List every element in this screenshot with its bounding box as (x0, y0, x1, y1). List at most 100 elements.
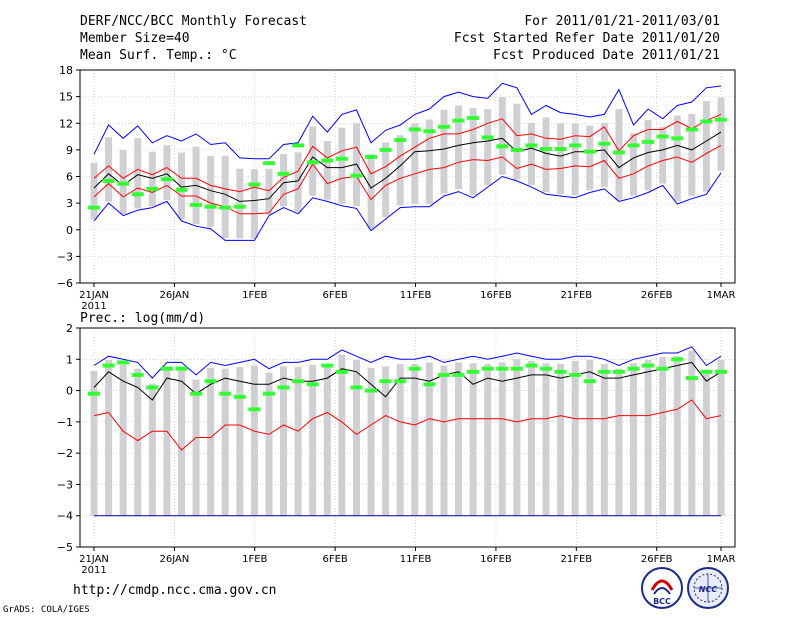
ensemble-box (717, 97, 725, 171)
observed-mark (350, 173, 363, 178)
observed-mark (685, 376, 698, 381)
ensemble-box (177, 367, 185, 516)
y-tick-label: 2 (66, 322, 73, 335)
ensemble-box (673, 356, 681, 516)
observed-mark (160, 366, 173, 371)
ensemble-box (615, 368, 623, 516)
observed-mark (540, 146, 553, 151)
y-tick-label: 18 (59, 64, 73, 77)
ensemble-box (630, 363, 638, 516)
chart-title: DERF/NCC/BCC Monthly Forecast (80, 14, 307, 29)
source-url[interactable]: http://cmdp.ncc.cma.gov.cn (73, 583, 277, 598)
observed-mark (671, 136, 684, 141)
forecast-started: Fcst Started Refer Date 2011/01/20 (453, 31, 720, 46)
ensemble-box (105, 360, 113, 516)
ensemble-box (396, 363, 404, 516)
ensemble-box (542, 363, 550, 516)
ensemble-box (382, 366, 390, 516)
y-tick-label: 0 (66, 224, 73, 237)
observed-mark (102, 363, 115, 368)
observed-mark (598, 141, 611, 146)
y-tick-label: −3 (57, 250, 73, 263)
ensemble-box (367, 367, 375, 516)
ensemble-box (338, 354, 346, 516)
observed-mark (642, 139, 655, 144)
forecast-period: For 2011/01/21-2011/03/01 (524, 14, 720, 29)
ensemble-box (250, 365, 258, 516)
x-tick-label: 11FEB (400, 554, 432, 565)
x-tick-label: 26JAN (159, 290, 189, 301)
observed-mark (437, 372, 450, 377)
y-tick-label: 3 (66, 197, 73, 210)
observed-mark (277, 171, 290, 176)
ensemble-box (717, 360, 725, 516)
observed-mark (219, 391, 232, 396)
observed-mark (452, 372, 465, 377)
observed-mark (335, 369, 348, 374)
ensemble-box (425, 362, 433, 516)
observed-mark (452, 118, 465, 123)
max-line (93, 346, 722, 379)
spread_lower-line (93, 144, 722, 215)
x-tick-label: 1FEB (242, 290, 267, 301)
ensemble-box (207, 156, 215, 227)
ensemble-box (119, 364, 127, 516)
ensemble-box (702, 101, 710, 192)
y-tick-label: 1 (66, 353, 73, 366)
observed-mark (248, 182, 261, 187)
ensemble-box (177, 152, 185, 220)
ensemble-box (148, 383, 156, 516)
ensemble-box (542, 117, 550, 193)
y-tick-label: −4 (57, 510, 73, 523)
observed-mark (481, 135, 494, 140)
x-tick-label: 26JAN (159, 554, 189, 565)
ensemble-box (309, 364, 317, 516)
ensemble-box (571, 123, 579, 196)
ensemble-box (513, 103, 521, 180)
y-tick-label: −3 (57, 478, 73, 491)
ensemble-box (527, 360, 535, 516)
x-tick-label: 26FEB (641, 290, 673, 301)
ensemble-box (469, 363, 477, 516)
y-tick-label: 0 (66, 385, 73, 398)
observed-mark (554, 146, 567, 151)
member-size: Member Size=40 (80, 31, 190, 46)
observed-mark (379, 147, 392, 152)
observed-mark (510, 366, 523, 371)
observed-mark (569, 143, 582, 148)
ensemble-box (396, 135, 404, 206)
observed-mark (423, 382, 436, 387)
ensemble-box (455, 105, 463, 190)
observed-mark (160, 177, 173, 182)
y-tick-label: −6 (57, 277, 73, 290)
observed-mark (146, 385, 159, 390)
observed-mark (321, 363, 334, 368)
ensemble-box (148, 151, 156, 207)
ensemble-box (425, 119, 433, 204)
observed-mark (131, 192, 144, 197)
ensemble-box (440, 365, 448, 516)
observed-mark (627, 366, 640, 371)
y-tick-label: 6 (66, 171, 73, 184)
x-tick-label: 6FEB (323, 290, 348, 301)
observed-mark (190, 391, 203, 396)
grads-credit: GrADS: COLA/IGES (3, 605, 90, 615)
spread_upper-line (93, 113, 722, 193)
ensemble-box (367, 154, 375, 229)
observed-mark (131, 372, 144, 377)
observed-mark (700, 369, 713, 374)
forecast-produced: Fcst Produced Date 2011/01/21 (493, 48, 720, 63)
ensemble-box (323, 363, 331, 516)
observed-mark (656, 366, 669, 371)
x-tick-label: 26FEB (641, 554, 673, 565)
bcc-logo: BCC (641, 567, 683, 609)
ensemble-box (673, 115, 681, 202)
ensemble-box (134, 368, 142, 516)
observed-mark (248, 407, 261, 412)
observed-mark (365, 388, 378, 393)
ensemble-box (484, 363, 492, 516)
ensemble-box (571, 360, 579, 516)
ensemble-box (323, 141, 331, 200)
observed-mark (583, 149, 596, 154)
